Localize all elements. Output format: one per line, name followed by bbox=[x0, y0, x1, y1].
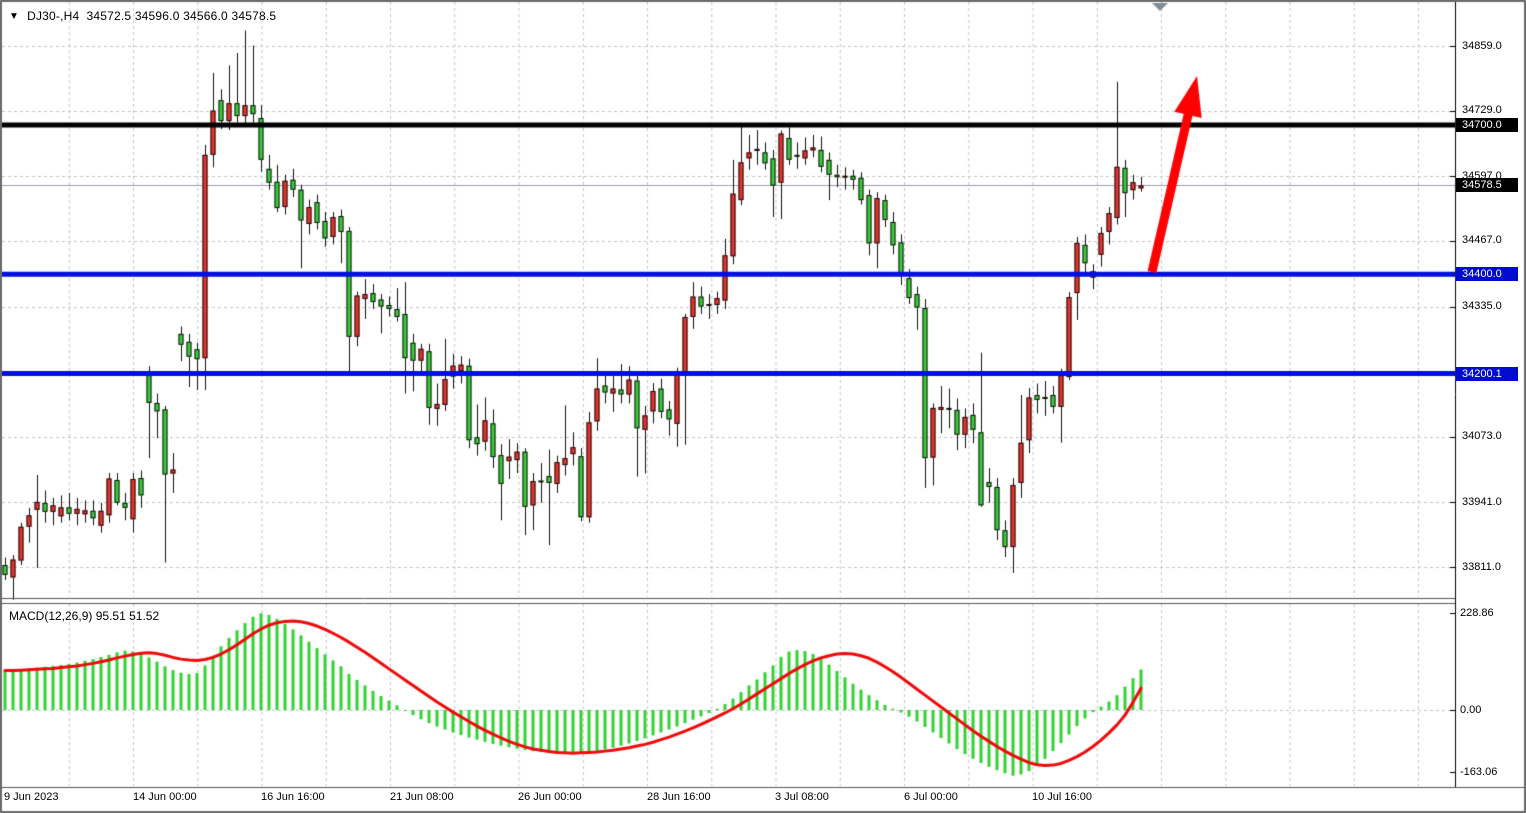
price-chart-canvas[interactable] bbox=[0, 0, 1526, 813]
trading-platform-window: { "header": { "symbol_period": "DJ30-,H4… bbox=[0, 0, 1526, 813]
